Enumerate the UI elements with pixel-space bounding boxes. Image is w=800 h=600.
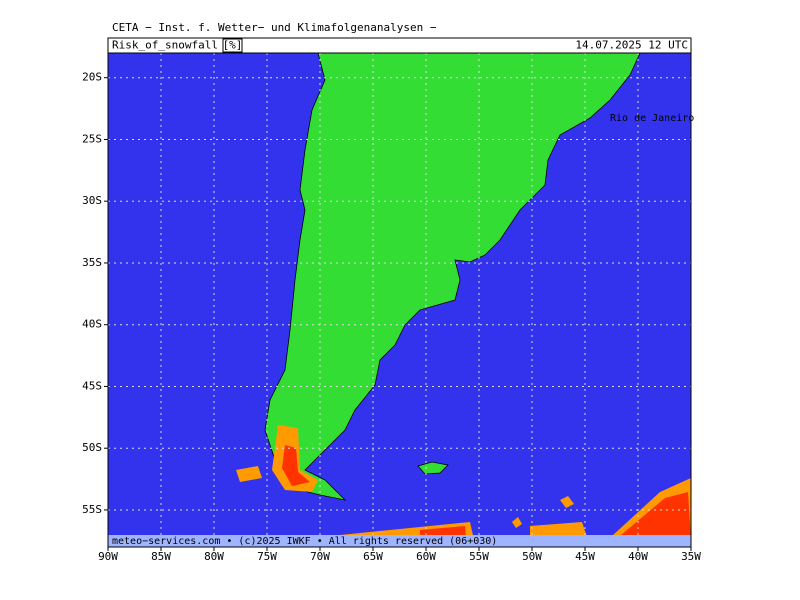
lat-tick-label: 45S [82,379,102,392]
snow-area [560,496,574,508]
lon-tick-label: 45W [575,550,595,563]
lon-tick-label: 80W [204,550,224,563]
lat-tick-label: 55S [82,503,102,516]
lat-tick-label: 50S [82,441,102,454]
snow-area [512,517,522,528]
lat-tick-label: 40S [82,318,102,331]
lat-tick-label: 25S [82,132,102,145]
lat-tick-label: 30S [82,194,102,207]
lon-tick-label: 75W [257,550,277,563]
unit-label: [%] [223,39,243,52]
place-label: Rio de Janeiro [610,113,694,124]
lon-tick-label: 70W [310,550,330,563]
unit-box [222,38,243,53]
island [417,461,449,475]
lon-tick-label: 40W [628,550,648,563]
lat-tick-label: 35S [82,256,102,269]
lon-tick-label: 35W [681,550,701,563]
snow-area [236,466,262,482]
footer-strip [108,535,691,547]
lon-tick-label: 90W [98,550,118,563]
frame [107,52,692,548]
lon-tick-label: 50W [522,550,542,563]
header-title: CETA − Inst. f. Wetter− und Klimafolgena… [112,21,437,34]
snow-core [615,492,691,540]
lat-tick-label: 20S [82,71,102,84]
snow-core [282,445,310,486]
lon-tick-label: 55W [469,550,489,563]
lon-tick-label: 60W [416,550,436,563]
product-label: Risk_of_snowfall [112,39,218,52]
lon-tick-label: 65W [363,550,383,563]
lon-tick-label: 85W [151,550,171,563]
valid-time: 14.07.2025 12 UTC [575,39,688,52]
land [264,52,641,501]
footer: meteo−services.com • (c)2025 IWKF • All … [112,536,497,547]
